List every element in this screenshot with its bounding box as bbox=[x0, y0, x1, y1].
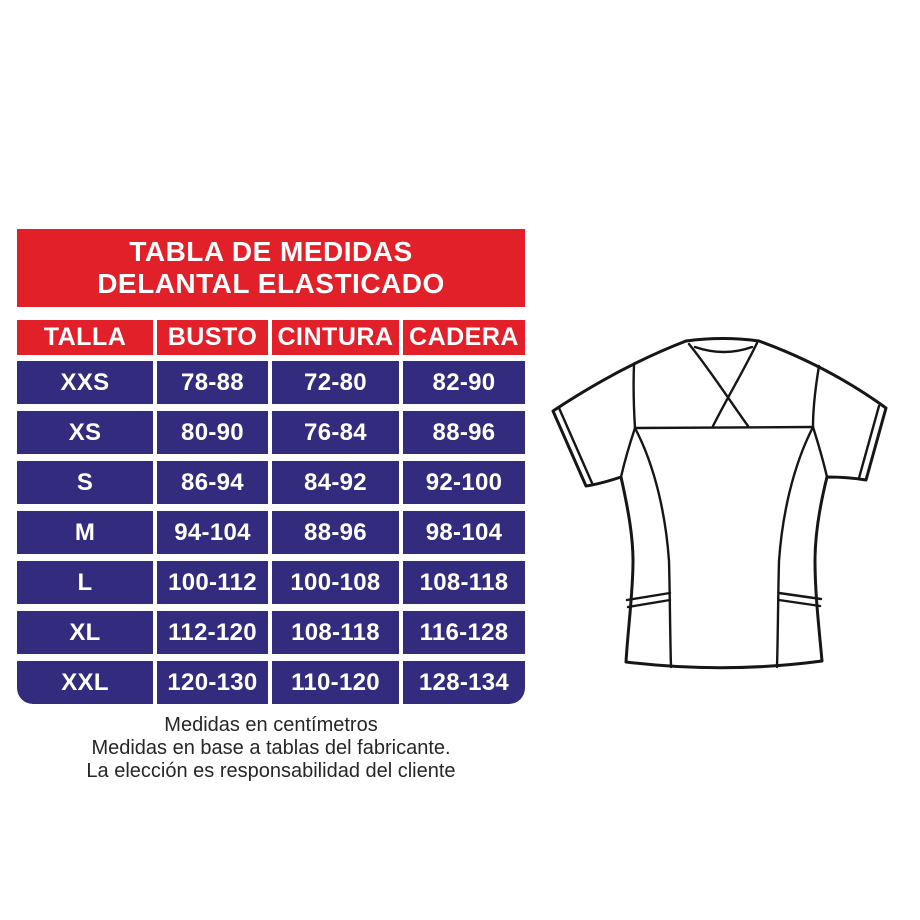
cell-cadera-6: 128-134 bbox=[403, 661, 525, 704]
yoke-seam bbox=[633, 425, 815, 430]
cell-cadera-5: 116-128 bbox=[403, 611, 525, 654]
back-neck-seam bbox=[693, 345, 754, 354]
cell-cadera-3: 98-104 bbox=[403, 511, 525, 554]
right-cuff-band bbox=[857, 404, 881, 480]
cell-busto-5: 112-120 bbox=[157, 611, 268, 654]
cell-cadera-0: 82-90 bbox=[403, 361, 525, 404]
note-source: Medidas en base a tablas del fabricante. bbox=[91, 737, 451, 759]
header-cintura: CINTURA bbox=[272, 320, 399, 355]
cell-busto-2: 86-94 bbox=[157, 461, 268, 504]
cell-cadera-1: 88-96 bbox=[403, 411, 525, 454]
cell-cintura-1: 76-84 bbox=[272, 411, 399, 454]
cell-busto-4: 100-112 bbox=[157, 561, 268, 604]
size-table-body: XXS 78-88 72-80 82-90 XS 80-90 76-84 88-… bbox=[17, 361, 525, 704]
left-princess-seam bbox=[633, 426, 673, 669]
cell-cintura-4: 100-108 bbox=[272, 561, 399, 604]
cell-cintura-3: 88-96 bbox=[272, 511, 399, 554]
cell-busto-3: 94-104 bbox=[157, 511, 268, 554]
cell-cintura-5: 108-118 bbox=[272, 611, 399, 654]
left-pocket-opening-bottom bbox=[626, 598, 672, 609]
cell-talla-6: XXL bbox=[17, 661, 153, 704]
right-princess-seam bbox=[775, 425, 815, 669]
right-pocket-opening-top bbox=[777, 591, 823, 601]
chart-title: TABLA DE MEDIDAS DELANTAL ELASTICADO bbox=[17, 229, 525, 307]
cell-cadera-4: 108-118 bbox=[403, 561, 525, 604]
table-header-row: TALLA BUSTO CINTURA CADERA bbox=[17, 320, 525, 355]
cell-busto-1: 80-90 bbox=[157, 411, 268, 454]
left-cuff-band bbox=[557, 406, 594, 485]
cell-cintura-0: 72-80 bbox=[272, 361, 399, 404]
cell-talla-3: M bbox=[17, 511, 153, 554]
left-pocket-opening-top bbox=[625, 591, 672, 602]
cell-busto-0: 78-88 bbox=[157, 361, 268, 404]
cell-talla-4: L bbox=[17, 561, 153, 604]
note-units: Medidas en centímetros bbox=[164, 714, 378, 736]
cell-cintura-6: 110-120 bbox=[272, 661, 399, 704]
footer-notes: Medidas en centímetros Medidas en base a… bbox=[17, 714, 525, 783]
cell-talla-0: XXS bbox=[17, 361, 153, 404]
cell-talla-2: S bbox=[17, 461, 153, 504]
title-line-2: DELANTAL ELASTICADO bbox=[97, 268, 445, 299]
header-talla: TALLA bbox=[17, 320, 153, 355]
neckline-right-wrap bbox=[711, 341, 759, 428]
garment-outline bbox=[551, 337, 888, 670]
title-line-1: TABLA DE MEDIDAS bbox=[129, 236, 413, 267]
header-busto: BUSTO bbox=[157, 320, 268, 355]
cell-cadera-2: 92-100 bbox=[403, 461, 525, 504]
right-pocket-opening-bottom bbox=[777, 598, 822, 608]
cell-talla-1: XS bbox=[17, 411, 153, 454]
cell-busto-6: 120-130 bbox=[157, 661, 268, 704]
cell-cintura-2: 84-92 bbox=[272, 461, 399, 504]
cell-talla-5: XL bbox=[17, 611, 153, 654]
header-cadera: CADERA bbox=[403, 320, 525, 355]
note-disclaimer: La elección es responsabilidad del clien… bbox=[86, 760, 456, 782]
neckline-left-wrap bbox=[687, 342, 750, 428]
scrub-top-illustration bbox=[551, 337, 888, 670]
